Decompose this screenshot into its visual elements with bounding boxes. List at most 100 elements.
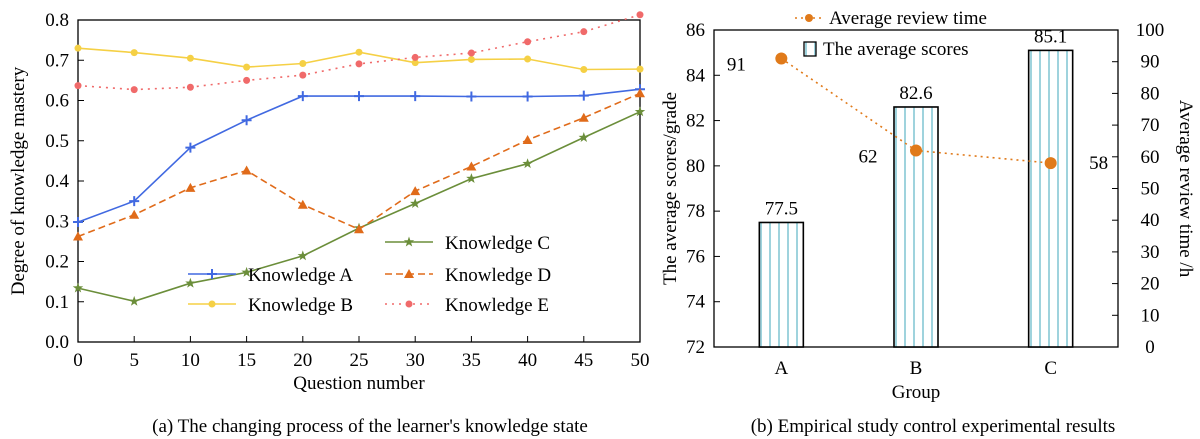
legend-marker — [805, 14, 813, 22]
legend-marker — [207, 269, 217, 279]
data-point — [578, 112, 589, 122]
legend-entry-knowledge-e: Knowledge E — [385, 295, 549, 316]
y-tick-label: 0.0 — [45, 332, 69, 353]
x-tick-label: 30 — [406, 350, 425, 371]
y-tick-label: 0.5 — [45, 131, 69, 152]
data-point — [578, 132, 590, 142]
y2-axis-label: Average review time /h — [1175, 100, 1196, 278]
y-tick-label: 76 — [686, 246, 705, 267]
data-point — [130, 49, 138, 57]
legend-label: Knowledge D — [445, 265, 551, 286]
bar — [893, 106, 939, 348]
bar — [758, 221, 805, 348]
data-point — [241, 165, 252, 175]
data-point — [355, 60, 363, 68]
plot-frame-a — [77, 19, 641, 343]
data-point — [578, 90, 589, 101]
legend-label: Knowledge E — [445, 295, 549, 316]
series-knowledge-e — [74, 11, 644, 94]
data-point — [580, 66, 588, 74]
bar-value-label: 85.1 — [1034, 26, 1067, 47]
data-point — [243, 63, 251, 71]
x-tick-label: A — [774, 358, 788, 379]
y-axis-label: Degree of knowledge mastery — [8, 66, 29, 295]
series-knowledge-a — [73, 84, 645, 228]
data-point — [186, 54, 194, 62]
bar-value-label: 77.5 — [765, 198, 798, 219]
caption-b: (b) Empirical study control experimental… — [751, 416, 1116, 437]
x-tick-label: C — [1044, 358, 1057, 379]
data-point — [129, 209, 140, 219]
data-point — [354, 224, 364, 234]
line-knowledge-c — [77, 111, 641, 303]
data-point — [128, 295, 140, 306]
y2-tick-label: 0 — [1145, 337, 1155, 358]
legend-swatch — [803, 41, 817, 57]
data-point — [466, 161, 477, 171]
x-tick-label: B — [910, 358, 923, 379]
legend-entry-knowledge-c: Knowledge C — [385, 233, 550, 254]
data-point — [73, 217, 83, 228]
data-point — [354, 91, 364, 102]
y2-tick-label: 20 — [1141, 274, 1160, 295]
y-tick-label: 80 — [686, 156, 705, 177]
legend-label: The average scores — [823, 39, 969, 60]
data-point — [185, 182, 196, 192]
data-point — [297, 250, 309, 261]
data-point — [467, 55, 475, 63]
series-knowledge-c — [72, 106, 646, 306]
y2-tick-label: 50 — [1141, 179, 1160, 200]
x-tick-label: 25 — [350, 350, 369, 371]
y-tick-label: 72 — [686, 337, 705, 358]
data-point — [910, 144, 922, 157]
legend-a: Knowledge A Knowledge B Knowledge C Knowled… — [188, 233, 551, 316]
data-point — [410, 186, 421, 196]
data-point — [186, 83, 194, 91]
y-tick-label: 0.8 — [45, 10, 69, 31]
y2-tick-label: 70 — [1141, 115, 1160, 136]
data-point — [410, 91, 421, 102]
data-point — [299, 71, 307, 79]
legend-label: Knowledge A — [248, 265, 353, 286]
x-tick-label: 0 — [73, 350, 83, 371]
data-point — [297, 91, 308, 102]
chart-experimental-results: 72 74 76 78 80 82 84 86 0 10 20 30 40 50 60 70 80 90 100 A B… — [660, 8, 1196, 403]
y-tick-label: 0.3 — [45, 211, 69, 232]
y-tick-label: 78 — [686, 201, 705, 222]
x-tick-label: 50 — [631, 350, 650, 371]
data-point — [297, 199, 308, 209]
y2-tick-label: 30 — [1141, 242, 1160, 263]
legend-entry-knowledge-d: Knowledge D — [385, 265, 551, 286]
legend-label: Average review time — [829, 8, 987, 29]
series-the-average-scores: 77.5 82.6 85.1 — [758, 26, 1074, 348]
chart-knowledge-state: 0 5 10 15 20 25 30 35 40 45 50 0.0 0.1 0.2 0.3 0.4 0.5 0.… — [8, 10, 650, 394]
data-point — [635, 88, 645, 98]
legend-b: Average review time The average scores — [795, 8, 987, 60]
point-value-label: 62 — [859, 146, 878, 167]
y-tick-label: 84 — [686, 65, 706, 86]
data-point — [411, 53, 419, 61]
data-point — [74, 44, 82, 52]
y2-tick-label: 10 — [1141, 305, 1160, 326]
data-point — [411, 59, 419, 67]
y2-tick-label: 90 — [1141, 52, 1160, 73]
data-point — [467, 49, 475, 57]
y2-tick-label: 40 — [1141, 210, 1160, 231]
data-point — [241, 115, 252, 126]
series-average-review-time: 91 62 58 — [727, 52, 1108, 174]
y-tick-label: 0.7 — [45, 50, 69, 71]
x-tick-label: 35 — [462, 350, 481, 371]
x-tick-label: 10 — [181, 350, 200, 371]
y-tick-label: 0.4 — [45, 171, 69, 192]
legend-marker — [404, 269, 414, 278]
data-point — [522, 134, 533, 144]
data-point — [775, 52, 788, 65]
point-value-label: 91 — [727, 55, 746, 76]
data-point — [355, 48, 363, 56]
y-tick-label: 86 — [686, 20, 705, 41]
x-axis-label: Question number — [293, 373, 425, 394]
y-axis-label: The average scores/grade — [660, 92, 681, 285]
legend-entry-average-review-time: Average review time — [795, 8, 987, 29]
y-tick-label: 0.6 — [45, 91, 69, 112]
legend-entry-the-average-scores: The average scores — [803, 39, 969, 60]
